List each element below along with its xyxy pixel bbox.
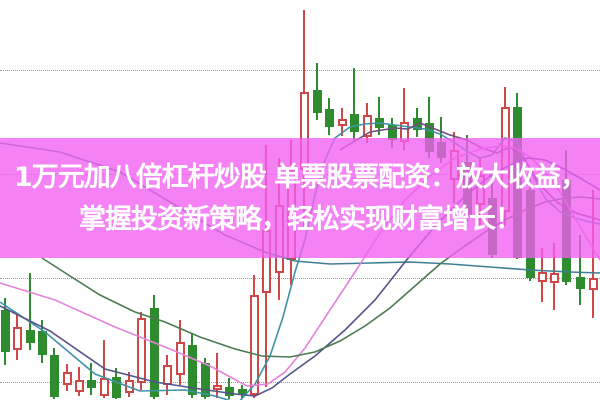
candle-body bbox=[26, 330, 35, 343]
candle-body bbox=[63, 372, 72, 385]
gridline bbox=[0, 278, 600, 279]
promo-text-line-1: 1万元加八倍杠杆炒股 单票股票配资：放大收益， bbox=[13, 161, 587, 193]
candle-body bbox=[363, 115, 372, 137]
candle-body bbox=[1, 310, 10, 352]
candle-body bbox=[325, 109, 334, 127]
candle-body bbox=[538, 272, 547, 282]
candle-wick bbox=[353, 68, 355, 141]
promo-text-line-2: 掌握投资新策略，轻松实现财富增长！ bbox=[79, 203, 522, 235]
candle-body bbox=[50, 355, 59, 397]
candle-body bbox=[137, 318, 146, 383]
candle-body bbox=[75, 380, 84, 392]
candle-body bbox=[213, 385, 222, 390]
candle-body bbox=[188, 345, 197, 395]
candle-body bbox=[313, 90, 322, 113]
gridline bbox=[0, 70, 600, 71]
candle-body bbox=[87, 380, 96, 388]
candle-body bbox=[338, 119, 347, 126]
candle-body bbox=[550, 273, 559, 283]
candle-body bbox=[576, 277, 585, 289]
candle-wick bbox=[216, 353, 218, 398]
candle-body bbox=[150, 308, 159, 397]
candle-body bbox=[250, 295, 259, 395]
candle-wick bbox=[403, 88, 405, 150]
candle-wick bbox=[29, 273, 31, 350]
candle-body bbox=[225, 387, 234, 396]
candle-body bbox=[176, 342, 185, 375]
candle-body bbox=[350, 114, 359, 132]
candle-body bbox=[38, 331, 47, 355]
candle-wick bbox=[579, 235, 581, 305]
candle-wick bbox=[378, 97, 380, 135]
candle-body bbox=[112, 377, 121, 398]
gridline bbox=[0, 382, 600, 383]
candle-body bbox=[13, 327, 22, 350]
candle-body bbox=[589, 278, 598, 290]
candle-body bbox=[100, 378, 109, 396]
candle-wick bbox=[90, 363, 92, 395]
promo-banner-overlay: 1万元加八倍杠杆炒股 单票股票配资：放大收益， 掌握投资新策略，轻松实现财富增长… bbox=[0, 138, 600, 258]
